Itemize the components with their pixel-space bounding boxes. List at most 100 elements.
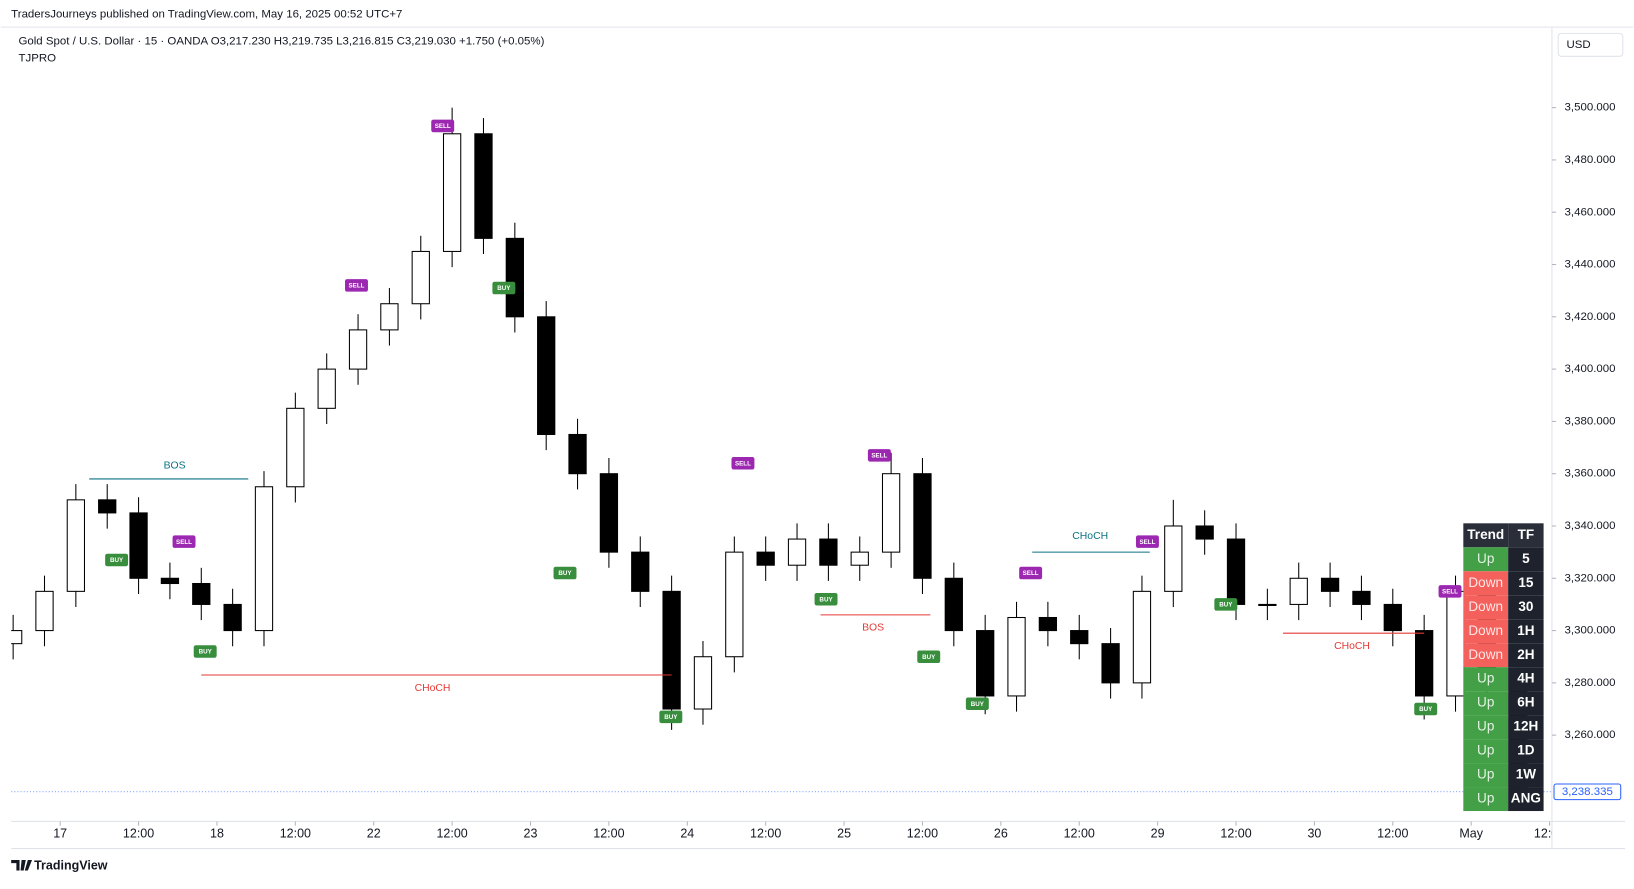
candle-body xyxy=(819,538,838,566)
signal-label: BUY xyxy=(558,570,572,577)
x-tick-label: 12:00 xyxy=(436,826,467,840)
tf-value: 15 xyxy=(1518,575,1534,590)
signal-tag xyxy=(659,710,683,724)
y-tick-label: 3,500.000 xyxy=(1565,102,1616,114)
signal-label: SELL xyxy=(871,453,887,460)
brand: TradingView xyxy=(34,859,108,873)
tf-cell xyxy=(1508,619,1544,644)
tf-value: 4H xyxy=(1517,671,1534,686)
y-tick-label: 3,260.000 xyxy=(1565,729,1616,741)
symbol-title: Gold Spot / U.S. Dollar · 15 · OANDA O3,… xyxy=(18,36,544,48)
signal-label: BUY xyxy=(819,596,833,603)
candle-body xyxy=(474,133,493,239)
y-tick-label: 3,340.000 xyxy=(1565,520,1616,532)
signal-tag xyxy=(731,456,755,470)
indicator-name: TJPRO xyxy=(18,52,56,64)
candle-body xyxy=(348,329,368,370)
signal-label: BUY xyxy=(199,649,213,656)
trend-cell xyxy=(1463,643,1509,668)
candle-body xyxy=(976,630,995,697)
tf-cell xyxy=(1508,739,1544,764)
signal-tag xyxy=(345,279,368,292)
table-header-cell xyxy=(1463,523,1509,548)
signal-label: SELL xyxy=(1139,539,1155,546)
signal-label: SELL xyxy=(735,460,751,467)
signal-label: BUY xyxy=(664,714,678,721)
signal-tag xyxy=(431,119,455,133)
x-tick-label: 12:00 xyxy=(1220,826,1251,840)
x-tick-label: 12:00 xyxy=(280,826,311,840)
candle-body xyxy=(505,237,524,318)
y-tick-label: 3,460.000 xyxy=(1565,206,1616,218)
tf-value: 1H xyxy=(1517,623,1534,638)
trend-cell xyxy=(1463,571,1509,596)
signal-tag xyxy=(917,650,941,663)
y-tick-label: 3,360.000 xyxy=(1565,468,1616,480)
trend-value: Up xyxy=(1477,791,1494,806)
signal-label: SELL xyxy=(435,123,451,130)
structure-label: BOS xyxy=(862,623,884,634)
table-header: TF xyxy=(1518,527,1535,542)
tf-value: 1W xyxy=(1516,767,1537,782)
candle-body xyxy=(1101,643,1120,684)
candle-body xyxy=(1007,616,1026,697)
structure-label: CHoCH xyxy=(1072,531,1108,542)
trend-value: Down xyxy=(1468,575,1503,590)
x-tick-label: 25 xyxy=(837,826,851,840)
candle-body xyxy=(599,473,619,553)
signal-label: BUY xyxy=(971,701,985,708)
x-tick-label: 17 xyxy=(53,826,67,840)
signal-tag xyxy=(1414,702,1438,716)
currency[interactable]: USD xyxy=(1567,39,1591,51)
candle-body xyxy=(192,582,211,605)
signal-label: SELL xyxy=(1023,570,1039,577)
signal-tag xyxy=(105,553,129,567)
trend-value: Up xyxy=(1477,695,1494,710)
y-tick-label: 3,300.000 xyxy=(1565,625,1616,637)
tf-value: 30 xyxy=(1518,599,1533,614)
trend-value: Up xyxy=(1477,767,1494,782)
tf-cell xyxy=(1508,571,1544,596)
x-tick-label: May xyxy=(1459,826,1483,840)
signal-label: SELL xyxy=(1442,589,1458,596)
tf-cell xyxy=(1508,763,1544,788)
candle-body xyxy=(1195,525,1214,540)
currency-box[interactable] xyxy=(1557,32,1624,57)
y-tick-label: 3,280.000 xyxy=(1565,677,1616,689)
candle-body xyxy=(380,303,399,331)
x-tick-label: 29 xyxy=(1151,826,1165,840)
candle-body xyxy=(1352,590,1371,605)
signal-tag xyxy=(814,592,838,606)
candle-body xyxy=(1164,525,1183,592)
trend-cell xyxy=(1463,691,1509,716)
y-tick-label: 3,400.000 xyxy=(1565,363,1616,375)
candle-body xyxy=(1226,538,1246,605)
structure-label: CHoCH xyxy=(1334,641,1370,652)
x-tick-label: 30 xyxy=(1307,826,1321,840)
candle-body xyxy=(1415,630,1434,697)
x-tick-label: 12:00 xyxy=(1064,826,1095,840)
candle-body xyxy=(568,433,587,475)
x-tick-label: 12:00 xyxy=(750,826,781,840)
signal-label: BUY xyxy=(110,557,124,564)
candle-body xyxy=(913,473,932,579)
signal-tag xyxy=(553,566,577,580)
axes: 3,260.000 3,280.000 3,300.000 3,320.000 3,34… xyxy=(11,102,1622,840)
signal-tag xyxy=(1019,566,1043,580)
x-tick-label: 24 xyxy=(680,826,694,840)
signal-tag xyxy=(172,535,196,548)
candle-body xyxy=(254,486,274,632)
tf-value: 2H xyxy=(1517,647,1534,662)
candle-body xyxy=(11,630,23,645)
trend-value: Up xyxy=(1477,719,1494,734)
candle-body xyxy=(66,499,85,592)
signal-tag xyxy=(1135,535,1159,548)
candle-body xyxy=(1070,630,1089,645)
candle-body xyxy=(35,590,54,632)
x-tick-label: 12:00 xyxy=(123,826,154,840)
signal-tag xyxy=(867,449,891,462)
x-tick-label: 22 xyxy=(367,826,381,840)
signal-tag xyxy=(193,645,217,658)
last-price-label: 3,238.335 xyxy=(1562,786,1613,798)
x-tick-label: 23 xyxy=(524,826,538,840)
